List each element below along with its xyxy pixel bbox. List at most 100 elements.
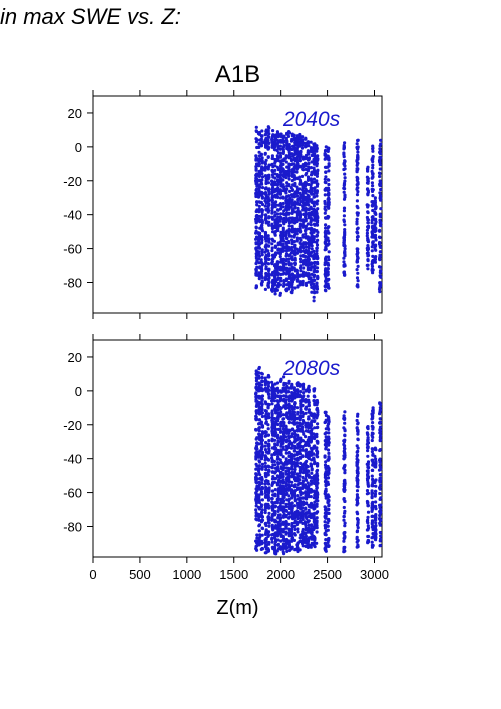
data-point [296, 206, 300, 210]
data-point [257, 518, 261, 522]
data-point [366, 169, 370, 173]
data-point [266, 498, 271, 502]
data-point [378, 228, 382, 232]
data-point [276, 422, 280, 427]
data-point [278, 139, 283, 143]
data-point [315, 189, 319, 193]
data-point [266, 244, 271, 248]
data-point [298, 465, 302, 469]
data-point [266, 234, 270, 238]
data-point [260, 405, 264, 409]
data-point [309, 146, 313, 150]
data-point [263, 545, 267, 549]
data-point [273, 161, 277, 165]
data-point [281, 417, 286, 421]
data-point [290, 288, 294, 292]
data-point [326, 500, 330, 505]
data-point [313, 273, 317, 277]
data-point [299, 150, 303, 154]
data-point [306, 465, 310, 469]
data-point [371, 184, 375, 188]
data-point [270, 273, 274, 277]
data-point [263, 376, 267, 380]
data-point [260, 430, 264, 434]
data-point [373, 225, 377, 229]
data-point [292, 485, 296, 489]
data-point [278, 191, 283, 195]
data-point [263, 139, 267, 143]
data-point [276, 186, 280, 190]
data-point [315, 402, 319, 406]
data-point [259, 181, 263, 185]
data-point [307, 273, 311, 277]
data-point [272, 180, 277, 184]
data-point [327, 242, 331, 246]
data-point [267, 524, 271, 528]
data-point [315, 446, 319, 450]
data-point [323, 443, 327, 447]
data-point [371, 543, 375, 548]
data-point [324, 226, 328, 230]
data-point [273, 407, 277, 411]
data-point [290, 268, 294, 272]
data-point [365, 462, 369, 466]
data-point [307, 388, 311, 392]
data-point [343, 172, 347, 176]
data-point [281, 474, 285, 478]
data-point [292, 233, 297, 237]
data-point [287, 248, 291, 252]
data-point [270, 477, 275, 481]
data-point [312, 192, 316, 196]
data-point [309, 205, 313, 209]
data-point [355, 220, 359, 224]
data-point [264, 468, 268, 472]
data-point [327, 146, 331, 150]
data-point [296, 284, 300, 288]
data-point [260, 175, 265, 179]
data-point [257, 523, 262, 527]
data-point [266, 473, 270, 477]
data-point [270, 211, 274, 215]
data-point [326, 236, 330, 240]
data-point [266, 382, 270, 386]
data-point [254, 444, 258, 448]
data-point [301, 262, 306, 266]
data-point [309, 178, 313, 182]
data-point [270, 156, 274, 160]
data-point [260, 208, 264, 212]
data-point [378, 406, 382, 410]
data-point [279, 410, 283, 414]
data-point [257, 237, 261, 241]
data-point [281, 178, 285, 182]
data-point [284, 504, 288, 508]
data-point [289, 279, 294, 283]
data-point [255, 241, 259, 245]
data-point [257, 451, 261, 455]
data-point [309, 261, 314, 266]
data-point [272, 147, 276, 152]
data-point [302, 394, 306, 398]
data-point [264, 486, 268, 490]
data-point [327, 164, 331, 168]
data-point [342, 260, 346, 264]
data-point [278, 151, 282, 155]
data-point [257, 498, 261, 502]
data-point [301, 479, 305, 483]
data-point [309, 223, 313, 227]
data-point [366, 203, 370, 208]
data-point [254, 517, 258, 521]
data-point [284, 509, 288, 513]
data-point [323, 410, 327, 414]
data-point [292, 513, 296, 517]
data-point [342, 147, 346, 151]
data-point [260, 238, 264, 242]
data-point [378, 421, 382, 425]
data-point [287, 143, 291, 148]
data-point [373, 257, 378, 261]
data-point [284, 382, 288, 386]
data-point [279, 173, 283, 177]
data-point [366, 218, 370, 222]
data-point [309, 219, 313, 223]
data-point [298, 178, 302, 182]
data-point [267, 220, 271, 224]
